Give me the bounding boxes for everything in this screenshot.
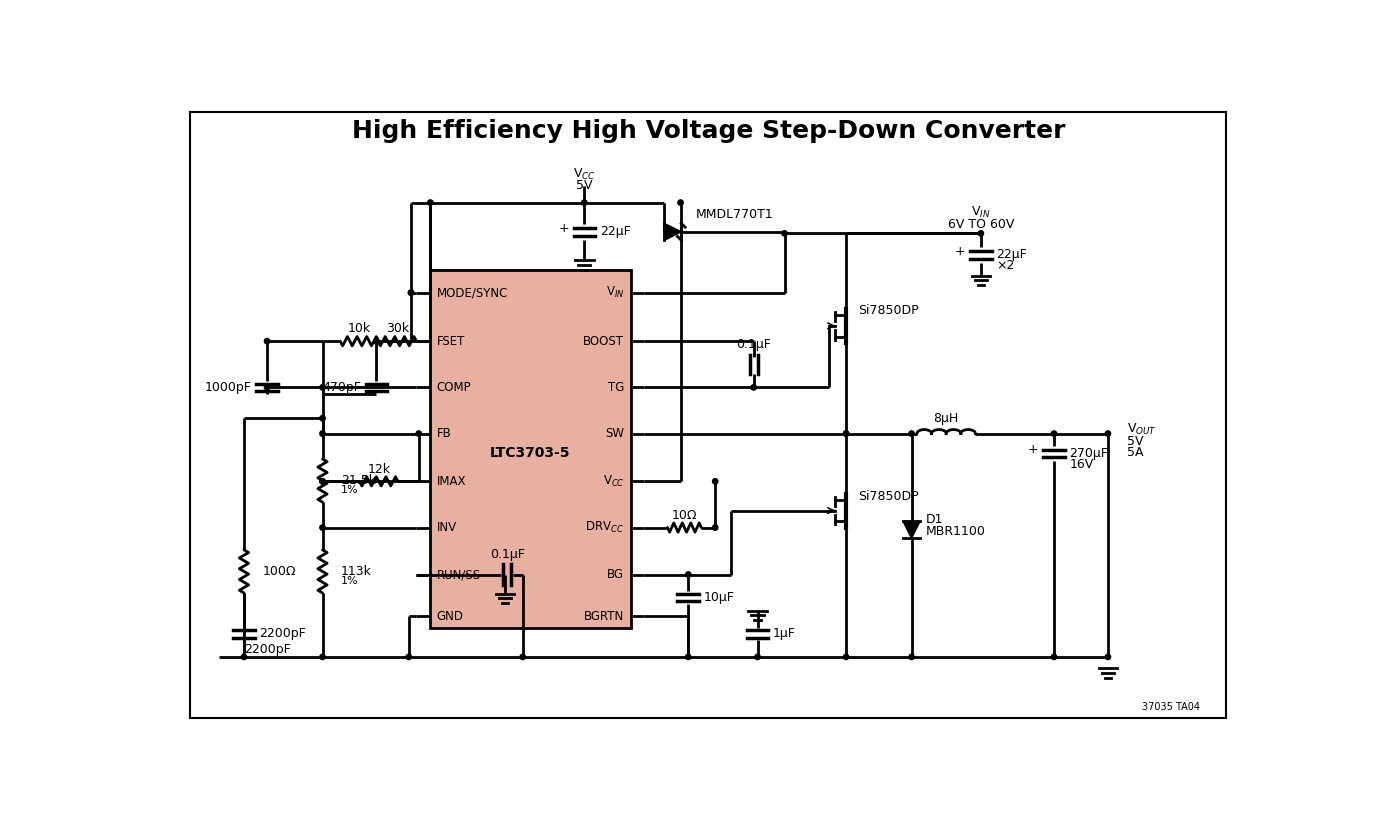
Text: 22µF: 22µF [600,225,630,238]
Circle shape [582,200,587,206]
Text: ×2: ×2 [996,259,1014,272]
Circle shape [319,431,325,436]
Text: +: + [955,245,966,257]
Polygon shape [902,521,920,538]
Text: SW: SW [605,427,625,440]
Circle shape [677,200,683,206]
Circle shape [755,654,760,659]
Text: 100Ω: 100Ω [263,565,296,578]
Text: RUN/SS: RUN/SS [437,568,481,581]
Text: V$_{IN}$: V$_{IN}$ [972,205,991,220]
Text: 470pF: 470pF [322,381,361,394]
Text: FB: FB [437,427,451,440]
Text: 0.1µF: 0.1µF [489,547,525,561]
Text: 113k: 113k [341,565,372,578]
Circle shape [319,654,325,659]
Text: DRV$_{CC}$: DRV$_{CC}$ [586,520,625,535]
Text: 30k: 30k [386,322,409,335]
Text: 10k: 10k [348,322,370,335]
Circle shape [416,431,422,436]
Text: +: + [558,221,569,234]
Circle shape [1106,431,1111,436]
Circle shape [319,478,325,484]
Circle shape [843,431,849,436]
Circle shape [264,385,269,390]
Text: 22µF: 22µF [996,248,1027,261]
Text: 10Ω: 10Ω [672,509,697,522]
Text: 8µH: 8µH [934,412,959,425]
Text: 10µF: 10µF [703,591,734,604]
Text: High Efficiency High Voltage Step-Down Converter: High Efficiency High Voltage Step-Down C… [351,119,1066,143]
Text: 5A: 5A [1128,446,1144,459]
Circle shape [713,478,717,484]
Circle shape [427,200,433,206]
Text: 0.1µF: 0.1µF [737,338,771,351]
Text: BGRTN: BGRTN [585,610,625,622]
Text: LTC3703-5: LTC3703-5 [491,446,571,459]
Circle shape [782,231,788,236]
Text: Si7850DP: Si7850DP [858,304,919,317]
Text: +: + [1028,443,1039,456]
Circle shape [685,572,691,577]
Text: 2200pF: 2200pF [260,627,307,640]
Text: 12k: 12k [368,463,390,475]
Circle shape [242,654,246,659]
Text: 1000pF: 1000pF [205,381,252,394]
Circle shape [406,654,412,659]
Text: TG: TG [608,381,625,394]
Text: D1: D1 [926,513,943,525]
Circle shape [319,524,325,530]
Text: FSET: FSET [437,335,464,348]
Text: MBR1100: MBR1100 [926,525,985,538]
Text: INV: INV [437,521,456,534]
Circle shape [408,290,413,295]
Polygon shape [665,224,681,240]
Circle shape [909,431,915,436]
Circle shape [319,478,325,484]
Text: V$_{CC}$: V$_{CC}$ [574,167,596,182]
Circle shape [373,339,379,344]
Text: 5V: 5V [576,179,593,192]
Text: 37035 TA04: 37035 TA04 [1143,701,1201,712]
Circle shape [319,415,325,421]
Circle shape [1106,654,1111,659]
Text: V$_{IN}$: V$_{IN}$ [605,285,625,300]
Circle shape [978,231,984,236]
Circle shape [408,290,413,295]
Text: BOOST: BOOST [583,335,625,348]
Text: 6V TO 60V: 6V TO 60V [948,218,1014,231]
Text: 1%: 1% [341,575,358,585]
Text: 21.5k: 21.5k [341,474,376,487]
Circle shape [520,654,525,659]
Circle shape [713,524,717,530]
Text: 1%: 1% [341,485,358,495]
Text: V$_{CC}$: V$_{CC}$ [603,473,625,489]
Text: Si7850DP: Si7850DP [858,490,919,503]
Text: MMDL770T1: MMDL770T1 [697,209,774,221]
Text: 5V: 5V [1128,435,1144,448]
Circle shape [1052,431,1057,436]
Text: MODE/SYNC: MODE/SYNC [437,286,507,299]
Circle shape [750,385,756,390]
Circle shape [1052,654,1057,659]
Circle shape [843,654,849,659]
Bar [430,270,630,628]
Text: 2200pF: 2200pF [245,643,290,656]
Circle shape [843,431,849,436]
Text: IMAX: IMAX [437,475,466,487]
Text: COMP: COMP [437,381,471,394]
Circle shape [909,654,915,659]
Text: 16V: 16V [1070,458,1093,471]
Circle shape [264,339,269,344]
Text: GND: GND [437,610,463,622]
Circle shape [685,654,691,659]
Text: BG: BG [607,568,625,581]
Text: V$_{OUT}$: V$_{OUT}$ [1128,423,1157,437]
Text: 1µF: 1µF [773,627,796,640]
Circle shape [319,385,325,390]
Text: 270µF: 270µF [1070,447,1108,460]
